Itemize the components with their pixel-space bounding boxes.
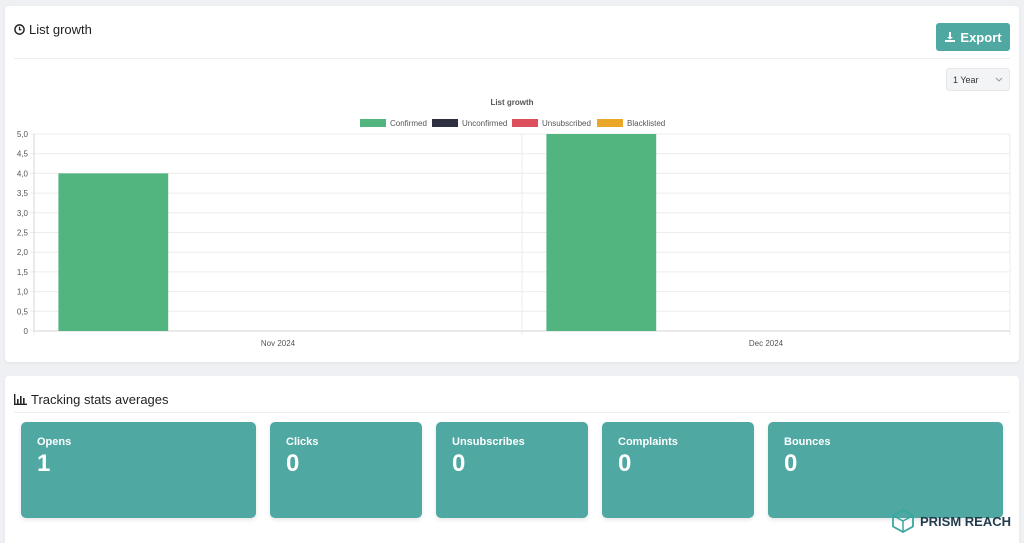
stat-card-unsubscribes: Unsubscribes 0 [436, 422, 588, 518]
range-select-value: 1 Year [953, 74, 979, 85]
range-select[interactable]: 1 Year [946, 68, 1010, 91]
legend-swatch [360, 119, 386, 127]
export-label: Export [960, 29, 1002, 45]
stat-value: 0 [784, 450, 798, 477]
tracking-stats-heading: Tracking stats averages [14, 392, 169, 407]
tracking-stats-panel: Tracking stats averages Opens 1 Clicks 0… [5, 376, 1019, 543]
tracking-stats-title: Tracking stats averages [31, 392, 169, 407]
y-tick-label: 2,0 [17, 248, 29, 257]
cube-logo-icon [892, 509, 914, 533]
y-tick-label: 4,0 [17, 169, 29, 178]
bar-confirmed [546, 134, 657, 331]
y-tick-label: 2,5 [17, 229, 29, 238]
y-tick-label: 5,0 [17, 130, 29, 139]
legend-swatch [512, 119, 538, 127]
bar-chart-icon [14, 394, 27, 405]
stat-label: Bounces [784, 436, 831, 448]
clock-icon [14, 24, 25, 35]
stats-divider [14, 412, 1010, 413]
legend-swatch [432, 119, 458, 127]
export-button[interactable]: Export [936, 23, 1010, 51]
y-tick-label: 1,5 [17, 268, 29, 277]
y-tick-label: 3,5 [17, 189, 29, 198]
stat-label: Complaints [618, 436, 678, 448]
legend-label: Confirmed [390, 119, 427, 128]
chart-title: List growth [490, 98, 533, 107]
y-tick-label: 0 [24, 327, 29, 336]
legend-swatch [597, 119, 623, 127]
y-tick-label: 1,0 [17, 288, 29, 297]
bar-confirmed [58, 173, 169, 331]
stat-card-clicks: Clicks 0 [270, 422, 422, 518]
y-tick-label: 0,5 [17, 307, 29, 316]
stat-value: 1 [37, 450, 51, 477]
stat-label: Clicks [286, 436, 319, 448]
brand-logo: PRISM REACH [892, 509, 1011, 533]
stat-card-complaints: Complaints 0 [602, 422, 754, 518]
y-tick-label: 4,5 [17, 150, 29, 159]
x-tick-label: Nov 2024 [261, 339, 296, 348]
stat-value: 0 [618, 450, 632, 477]
list-growth-heading: List growth [14, 22, 92, 37]
stat-card-opens: Opens 1 [21, 422, 256, 518]
chevron-down-icon [995, 77, 1003, 82]
brand-name: PRISM REACH [920, 513, 1012, 529]
list-growth-panel: List growth Export 1 Year List growth Con… [5, 6, 1019, 362]
y-tick-label: 3,0 [17, 209, 29, 218]
stat-label: Opens [37, 436, 72, 448]
export-icon [945, 32, 956, 42]
list-growth-chart: List growth Confirmed Unconfirmed Unsubscri… [17, 98, 1011, 348]
x-tick-label: Dec 2024 [749, 339, 784, 348]
legend-label: Blacklisted [627, 119, 665, 128]
stat-value: 0 [286, 450, 300, 477]
stat-card-bounces: Bounces 0 [768, 422, 1003, 518]
stat-label: Unsubscribes [452, 436, 525, 448]
stat-value: 0 [452, 450, 466, 477]
header-divider [14, 58, 1010, 59]
legend-label: Unconfirmed [462, 119, 507, 128]
list-growth-title: List growth [29, 22, 92, 37]
legend-label: Unsubscribed [542, 119, 591, 128]
